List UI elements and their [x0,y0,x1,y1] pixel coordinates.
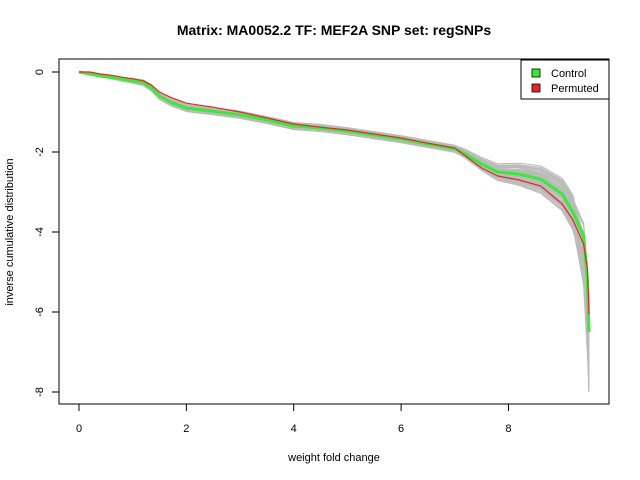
simulated-series-line [78,71,590,375]
simulated-series-line [78,71,590,349]
simulated-series-line [78,71,590,347]
simulated-series-line [78,71,590,342]
legend-box [520,59,610,100]
simulated-series-group [78,71,590,393]
simulated-series-line [78,71,590,357]
simulated-series-line [78,71,590,352]
simulated-series-line [78,71,590,365]
simulated-series-line [78,71,590,385]
simulated-series-line [78,71,590,348]
simulated-series-line [78,71,590,391]
simulated-series-line [78,71,590,334]
simulated-series-line [78,71,590,381]
x-tick-label: 6 [398,423,404,435]
simulated-series-line [78,71,590,393]
simulated-series-line [78,71,590,393]
chart-title: Matrix: MA0052.2 TF: MEF2A SNP set: regS… [177,22,492,38]
simulated-series-line [78,71,590,363]
simulated-series-line [78,71,590,369]
simulated-series-line [78,71,590,392]
simulated-series-line [78,71,590,373]
y-tick-label: -6 [34,307,46,317]
y-tick-label: -8 [34,387,46,397]
series-group [78,70,591,333]
simulated-series-line [78,71,590,332]
simulated-series-line [78,71,590,360]
x-tick-label: 4 [291,423,297,435]
simulated-series-line [78,71,590,338]
simulated-series-line [78,71,590,382]
simulated-series-line [78,71,590,386]
simulated-series-line [78,71,590,393]
plot-frame [58,58,610,405]
simulated-series-line [78,71,590,323]
x-tick-label: 8 [505,423,511,435]
simulated-series-line [78,71,590,356]
simulated-series-line [78,71,590,393]
y-axis-label: inverse cumulative distribution [4,158,16,305]
x-axis-label: weight fold change [287,452,380,464]
simulated-series-line [78,71,590,377]
series-line-permuted [79,71,590,315]
y-axis: 0 -2 -4 -6 -8 [34,69,60,397]
simulated-series-line [78,71,590,356]
legend-label-control: Control [551,68,586,80]
series-line-control [78,70,591,333]
simulated-series-line [78,71,590,342]
simulated-series-line [78,71,590,357]
simulated-series-line [78,71,590,341]
simulated-series-line [78,71,590,388]
simulated-series-line [78,71,590,393]
simulated-series-line [78,71,590,322]
simulated-series-line [78,71,590,393]
simulated-series-line [78,71,590,353]
simulated-series-line [78,71,590,366]
simulated-series-line [78,71,590,354]
legend: Control Permuted [520,59,610,100]
simulated-series-line [78,71,590,393]
simulated-series-line [78,71,590,383]
legend-label-permuted: Permuted [551,83,599,95]
x-axis: 0 2 4 6 8 [76,403,512,435]
simulated-series-line [78,71,590,332]
x-tick-label: 2 [183,423,189,435]
simulated-series-line [78,71,590,349]
simulated-series-line [78,71,590,361]
simulated-series-line [78,71,590,361]
simulated-series-line [78,71,590,380]
simulated-series-line [78,71,590,356]
simulated-series-line [78,71,590,334]
simulated-series-line [78,71,590,357]
legend-swatch-permuted [531,83,541,93]
y-tick-label: 0 [34,69,46,75]
x-tick-label: 0 [76,423,82,435]
simulated-series-line [78,71,590,321]
simulated-series-line [78,71,590,372]
simulated-series-line [78,71,590,371]
simulated-series-line [78,71,590,367]
simulated-series-line [78,71,590,376]
y-tick-label: -4 [34,227,46,237]
simulated-series-line [78,71,590,362]
simulated-series-line [78,71,590,335]
y-tick-label: -2 [34,147,46,157]
simulated-series-line [78,71,590,365]
legend-swatch-control [531,68,541,78]
simulated-series-line [78,71,590,355]
simulated-series-line [78,71,590,332]
simulated-series-line [78,71,590,346]
